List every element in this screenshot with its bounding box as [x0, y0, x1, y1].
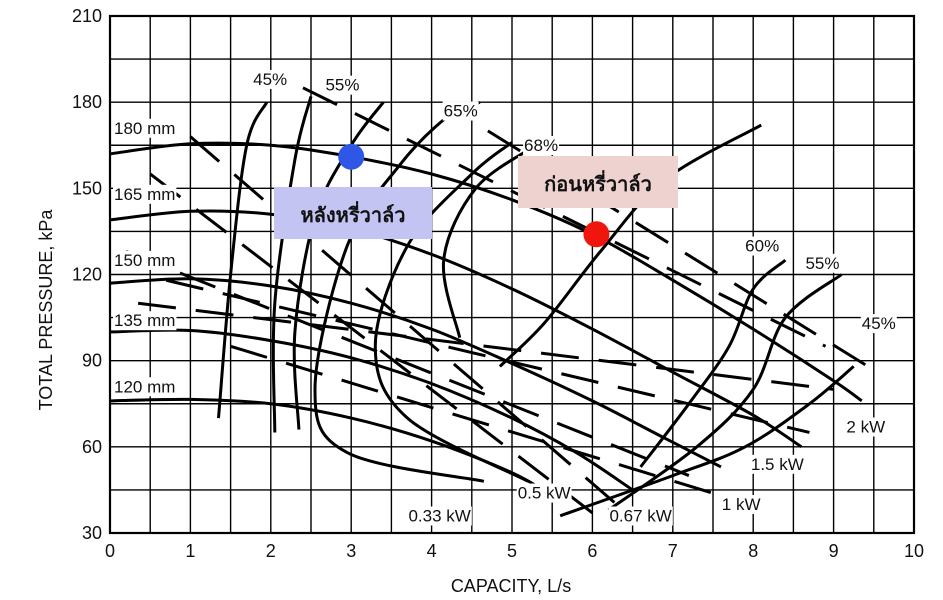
power-line: [230, 344, 722, 498]
label-background: [252, 69, 289, 89]
power-line: [125, 250, 690, 477]
efficiency-curve: [498, 123, 762, 368]
power-line: [189, 135, 618, 506]
x-tick-label: 10: [904, 541, 924, 561]
operating-point-marker: [583, 221, 610, 248]
marker-label-background: [518, 156, 678, 208]
efficiency-label: 55%: [325, 76, 359, 95]
x-tick-label: 1: [185, 541, 195, 561]
label-background: [324, 75, 361, 95]
power-label: 1.5 kW: [751, 455, 804, 474]
x-tick-label: 8: [748, 541, 758, 561]
y-tick-label: 90: [82, 351, 102, 371]
x-tick-label: 9: [829, 541, 839, 561]
label-background: [720, 495, 762, 515]
efficiency-curve: [271, 96, 313, 433]
x-tick-label: 6: [587, 541, 597, 561]
label-background: [442, 101, 479, 121]
y-tick-label: 60: [82, 437, 102, 457]
efficiency-label: 45%: [862, 314, 896, 333]
label-background: [113, 184, 177, 204]
marker-label: ก่อนหรี่วาล์ว: [544, 169, 652, 196]
efficiency-curve: [559, 365, 855, 518]
x-tick-label: 5: [507, 541, 517, 561]
efficiency-label: 68%: [524, 136, 558, 155]
marker-label-background: [274, 187, 432, 239]
x-tick-label: 3: [346, 541, 356, 561]
power-line: [302, 86, 827, 348]
power-label: 0.33 kW: [408, 507, 470, 526]
impeller-size-label: 120 mm: [114, 377, 175, 396]
impeller-size-label: 135 mm: [114, 311, 175, 330]
y-axis-title: TOTAL PRESSURE, kPa: [36, 209, 56, 411]
curve-labels: 180 mm 165 mm 150 mm 135 mm 120 mm 45% 55% 65% 6…: [113, 69, 897, 526]
power-line: [149, 172, 594, 515]
y-tick-label: 210: [72, 6, 102, 26]
x-tick-label: 7: [668, 541, 678, 561]
label-background: [749, 454, 805, 474]
label-background: [113, 118, 177, 138]
power-line: [137, 301, 834, 391]
plot-frame: [108, 14, 916, 535]
tick-labels: 0 1 2 3 4 5 6 7 8 9 10 30 60 90 120 150 180 210: [72, 6, 924, 561]
efficiency-label: 65%: [444, 102, 478, 121]
x-tick-label: 4: [427, 541, 437, 561]
y-tick-label: 180: [72, 92, 102, 112]
label-background: [407, 506, 472, 526]
y-tick-label: 120: [72, 265, 102, 285]
efficiency-label: 45%: [253, 70, 287, 89]
label-background: [608, 506, 673, 526]
power-label: 0.5 kW: [518, 484, 571, 503]
efficiency-curve: [373, 141, 529, 483]
markers: หลังหรี่วาล์ว ก่อนหรี่วาล์ว: [274, 143, 678, 248]
y-tick-label: 150: [72, 178, 102, 198]
efficiency-curve: [607, 273, 843, 512]
impeller-size-label: 165 mm: [114, 185, 175, 204]
efficiency-curve: [639, 258, 787, 468]
label-background: [113, 250, 177, 270]
y-tick-label: 30: [82, 523, 102, 543]
operating-point-marker: [338, 143, 365, 170]
x-tick-label: 0: [105, 541, 115, 561]
efficiency-curves: [217, 96, 855, 518]
efficiency-curve: [313, 100, 485, 483]
marker-label: หลังหรี่วาล์ว: [300, 200, 405, 227]
label-background: [113, 377, 177, 397]
efficiency-curve: [441, 144, 537, 339]
label-background: [113, 311, 177, 331]
label-background: [516, 483, 572, 503]
impeller-size-label: 150 mm: [114, 251, 175, 270]
efficiency-curve: [217, 101, 269, 419]
x-tick-label: 2: [266, 541, 276, 561]
impeller-size-label: 180 mm: [114, 119, 175, 138]
label-background: [523, 135, 560, 155]
power-label: 1 kW: [722, 495, 761, 514]
label-background: [804, 253, 841, 273]
power-label: 0.67 kW: [609, 507, 671, 526]
label-background: [744, 236, 781, 256]
grid: [108, 14, 916, 535]
impeller-curve: [109, 328, 634, 492]
x-axis-title: CAPACITY, L/s: [451, 576, 571, 596]
impeller-curve: [109, 277, 722, 469]
efficiency-label: 55%: [805, 254, 839, 273]
efficiency-label: 60%: [745, 237, 779, 256]
power-label: 2 kW: [846, 417, 885, 436]
label-background: [845, 417, 887, 437]
label-background: [860, 314, 897, 334]
power-line: [165, 278, 810, 434]
